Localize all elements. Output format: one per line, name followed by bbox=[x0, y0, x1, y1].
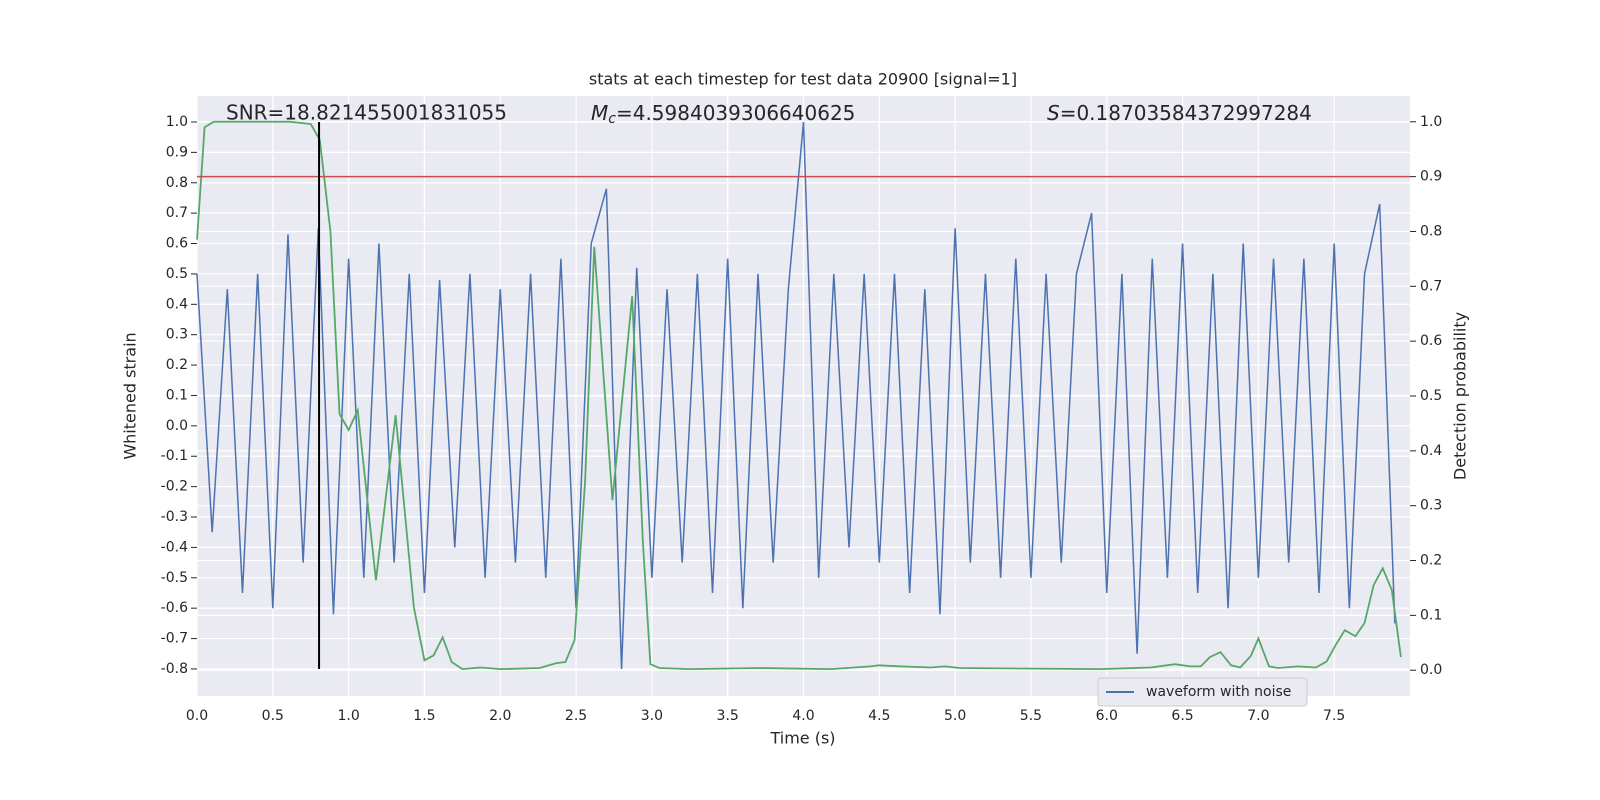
series-line bbox=[196, 121, 1396, 669]
x-tick-label: 5.0 bbox=[944, 708, 966, 724]
x-tick-label: 1.0 bbox=[337, 708, 359, 724]
y-tick-label: -0.5 bbox=[161, 570, 188, 586]
y-tick-label: 0.2 bbox=[166, 357, 188, 373]
y-axis-label: Whitened strain bbox=[121, 332, 140, 459]
annotation-text: =0.18703584372997284 bbox=[1060, 101, 1312, 125]
x-tick-label: 4.5 bbox=[868, 708, 890, 724]
annotation-text: =4.5984039306640625 bbox=[616, 101, 855, 125]
x-tick-label: 3.5 bbox=[717, 708, 739, 724]
y-tick-label: 0.8 bbox=[166, 175, 188, 191]
y2-tick-label: 0.1 bbox=[1420, 607, 1442, 623]
y2-tick-label: 0.4 bbox=[1420, 443, 1442, 459]
y2-tick-label: 0.3 bbox=[1420, 498, 1442, 514]
y2-tick-label: 0.8 bbox=[1420, 223, 1442, 239]
y-tick-label: -0.4 bbox=[161, 539, 188, 555]
x-tick-label: 2.0 bbox=[489, 708, 511, 724]
annotation-symbol: M bbox=[591, 101, 608, 125]
y2-axis-label: Detection probability bbox=[1451, 312, 1470, 480]
annotation: SNR=18.821455001831055 bbox=[226, 101, 507, 125]
y-tick-label: 0.9 bbox=[166, 144, 188, 160]
x-tick-label: 7.0 bbox=[1247, 708, 1269, 724]
y-tick-label: -0.7 bbox=[161, 631, 188, 647]
legend: waveform with noise bbox=[1097, 677, 1308, 707]
x-tick-label: 6.0 bbox=[1096, 708, 1118, 724]
chart-title: stats at each timestep for test data 209… bbox=[589, 70, 1017, 89]
x-tick-label: 2.5 bbox=[565, 708, 587, 724]
y-tick-label: -0.2 bbox=[161, 479, 188, 495]
x-tick-label: 5.5 bbox=[1020, 708, 1042, 724]
y2-tick-label: 0.0 bbox=[1420, 662, 1442, 678]
y-tick-label: 0.4 bbox=[166, 296, 188, 312]
x-tick-label: 0.0 bbox=[186, 708, 208, 724]
y2-tick-label: 0.6 bbox=[1420, 333, 1442, 349]
annotation-sub: c bbox=[608, 111, 616, 127]
y-tick-label: -0.6 bbox=[161, 600, 188, 616]
y-tick-label: 0.3 bbox=[166, 327, 188, 343]
y2-tick-label: 0.5 bbox=[1420, 388, 1442, 404]
x-axis-label: Time (s) bbox=[769, 729, 835, 748]
y-tick-label: 0.5 bbox=[166, 266, 188, 282]
y-tick-label: 0.6 bbox=[166, 236, 188, 252]
y-tick-label: 0.7 bbox=[166, 205, 188, 221]
x-tick-label: 7.5 bbox=[1323, 708, 1345, 724]
y-tick-label: 0.0 bbox=[166, 418, 188, 434]
y2-tick-label: 0.2 bbox=[1420, 553, 1442, 569]
y2-tick-label: 0.9 bbox=[1420, 169, 1442, 185]
series-line bbox=[196, 120, 1402, 671]
y2-tick-label: 0.7 bbox=[1420, 278, 1442, 294]
annotation-symbol: S bbox=[1047, 101, 1060, 125]
legend-label: waveform with noise bbox=[1146, 684, 1291, 700]
y-tick-label: -0.1 bbox=[161, 448, 188, 464]
y-tick-label: -0.3 bbox=[161, 509, 188, 525]
x-tick-label: 3.0 bbox=[641, 708, 663, 724]
y-tick-label: -0.8 bbox=[161, 661, 188, 677]
annotation: Mc=4.5984039306640625 bbox=[591, 101, 855, 128]
x-tick-label: 4.0 bbox=[792, 708, 814, 724]
x-tick-label: 6.5 bbox=[1171, 708, 1193, 724]
legend-box bbox=[1097, 677, 1308, 707]
x-tick-label: 0.5 bbox=[262, 708, 284, 724]
annotation: S=0.18703584372997284 bbox=[1047, 101, 1312, 125]
y2-tick-label: 1.0 bbox=[1420, 114, 1442, 130]
y-tick-label: 1.0 bbox=[166, 114, 188, 130]
x-tick-label: 1.5 bbox=[413, 708, 435, 724]
y-tick-label: 0.1 bbox=[166, 387, 188, 403]
